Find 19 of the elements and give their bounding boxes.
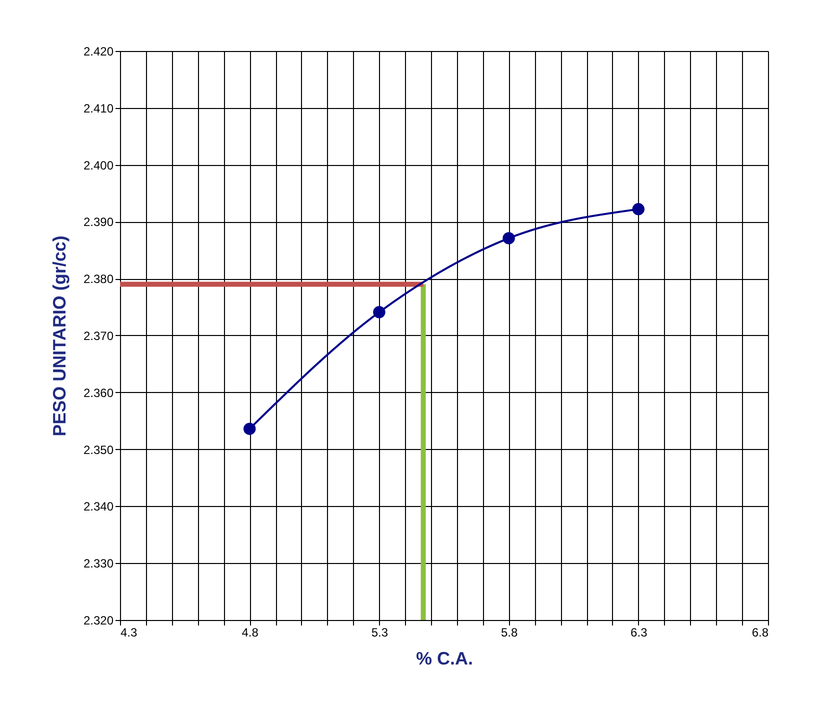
x-tick-label: 4.3 [120, 626, 138, 640]
y-tick-label: 2.410 [83, 101, 114, 116]
x-tick-label: 6.3 [630, 626, 648, 640]
y-tick-label: 2.330 [83, 556, 114, 571]
y-tick-label: 2.420 [83, 44, 114, 58]
x-tick-label: 5.8 [500, 626, 518, 640]
x-axis-title: % C.A. [416, 648, 474, 668]
y-tick-label: 2.350 [83, 442, 114, 457]
x-tick-label: 5.3 [371, 626, 388, 640]
x-tick-label: 4.8 [242, 626, 259, 640]
y-tick-label: 2.320 [83, 614, 114, 628]
y-tick-label: 2.380 [83, 272, 114, 286]
y-axis-title: PESO UNITARIO (gr/cc) [49, 236, 70, 436]
x-tick-label: 6.8 [752, 626, 769, 640]
y-tick-label: 2.340 [83, 500, 114, 514]
y-tick-label: 2.400 [83, 158, 114, 172]
y-tick-label: 2.390 [83, 215, 114, 230]
y-tick-label: 2.360 [83, 386, 114, 400]
y-tick-label: 2.370 [83, 329, 114, 343]
